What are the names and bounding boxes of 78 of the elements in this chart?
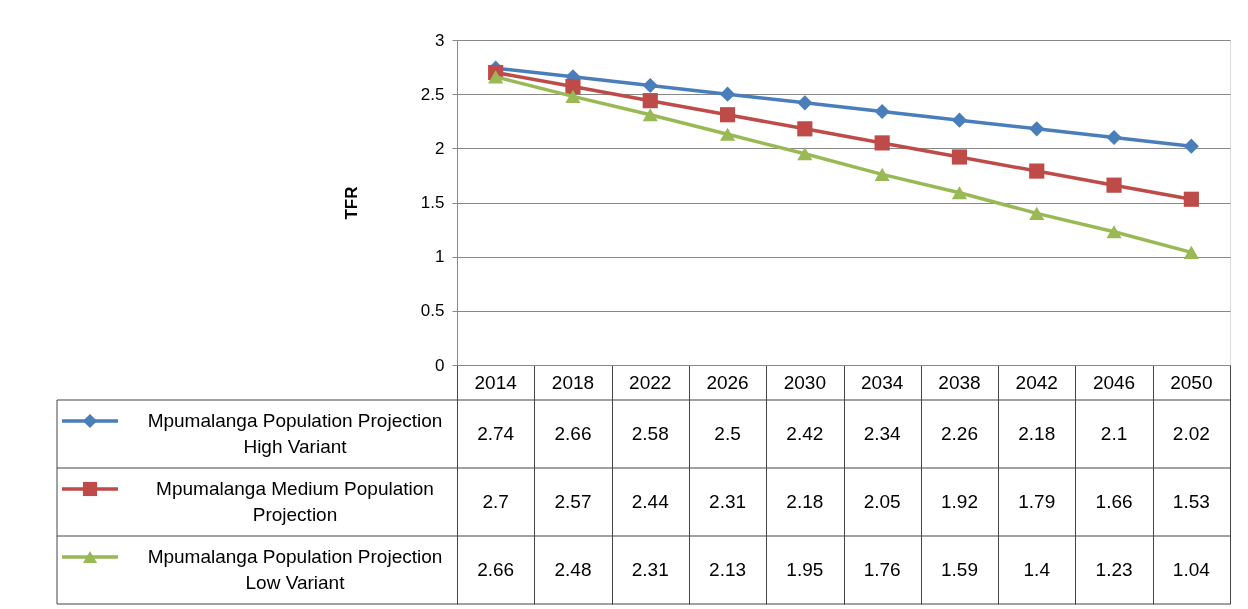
data-label: 1.66 xyxy=(1095,491,1133,512)
data-label: 2.13 xyxy=(709,559,747,580)
data-label: 1.53 xyxy=(1172,491,1210,512)
data-label: 1.4 xyxy=(1023,559,1051,580)
point xyxy=(797,95,813,111)
point xyxy=(642,93,658,109)
point xyxy=(642,77,658,94)
point xyxy=(1029,163,1045,179)
point xyxy=(797,147,813,161)
x-tick-label: 2026 xyxy=(706,372,749,393)
data-label: 2.02 xyxy=(1172,423,1210,444)
y-tick-label: 1.5 xyxy=(420,193,445,212)
y-tick-label: 2 xyxy=(435,138,445,158)
data-label: 2.48 xyxy=(554,559,592,580)
data-label: 2.18 xyxy=(1018,423,1056,444)
data-label: 2.31 xyxy=(709,491,747,512)
x-tick-label: 2018 xyxy=(551,372,595,393)
data-label: 2.58 xyxy=(631,423,669,444)
point xyxy=(951,149,968,165)
data-label: 2.44 xyxy=(631,491,670,512)
x-tick-label: 2030 xyxy=(783,372,826,393)
point xyxy=(1106,129,1122,146)
data-label: 2.66 xyxy=(554,423,592,444)
data-label: 2.7 xyxy=(482,491,509,512)
y-tick-label: 3 xyxy=(435,30,445,50)
y-tick-label: 2.5 xyxy=(420,84,445,104)
data-label: 2.18 xyxy=(786,491,824,512)
point xyxy=(1106,225,1122,239)
x-tick-label: 2042 xyxy=(1015,372,1058,393)
data-label: 2.5 xyxy=(714,423,741,444)
legend-label: Mpumalanga Population Projection High Variant xyxy=(147,410,443,457)
point xyxy=(1183,191,1199,207)
data-label: 2.57 xyxy=(554,491,592,512)
legend-label: Mpumalanga Population Projection Low Variant xyxy=(147,546,443,593)
data-label: 2.1 xyxy=(1100,423,1128,444)
point xyxy=(951,186,968,200)
data-label: 1.95 xyxy=(786,559,824,580)
y-tick-label: 1 xyxy=(435,247,445,267)
data-label: 1.04 xyxy=(1172,559,1211,580)
point xyxy=(797,121,813,137)
point xyxy=(565,79,581,95)
data-label: 2.05 xyxy=(863,491,901,512)
data-label: 1.92 xyxy=(940,491,978,512)
point xyxy=(719,127,736,141)
point xyxy=(1029,206,1045,220)
data-label: 1.59 xyxy=(940,559,978,580)
y-tick-label: 0.5 xyxy=(420,301,445,321)
x-tick-label: 2038 xyxy=(938,372,981,393)
point xyxy=(1029,121,1045,137)
x-tick-label: 2022 xyxy=(629,372,672,393)
data-label: 1.79 xyxy=(1018,491,1056,512)
data-label: 2.42 xyxy=(786,423,824,444)
point xyxy=(1183,138,1199,154)
data-label: 2.34 xyxy=(863,423,902,444)
y-tick-label: 0 xyxy=(435,355,445,375)
point xyxy=(488,70,504,84)
data-label: 1.76 xyxy=(863,559,901,580)
y-axis-title: TFR xyxy=(341,186,361,220)
x-tick-label: 2050 xyxy=(1170,372,1213,393)
point xyxy=(874,167,890,181)
point xyxy=(1183,245,1199,259)
point xyxy=(719,107,736,123)
legend-label: Mpumalanga Medium Population Projection xyxy=(156,478,434,525)
point xyxy=(1106,177,1122,193)
data-label: 2.26 xyxy=(940,423,978,444)
x-tick-label: 2046 xyxy=(1092,372,1136,393)
point xyxy=(565,89,581,103)
point xyxy=(642,108,658,122)
data-label: 2.66 xyxy=(477,559,515,580)
x-tick-label: 2034 xyxy=(861,372,904,393)
point xyxy=(874,103,890,120)
point xyxy=(874,135,890,151)
point xyxy=(719,86,736,102)
data-label: 1.23 xyxy=(1095,559,1133,580)
data-label: 2.31 xyxy=(631,559,669,580)
x-tick-label: 2014 xyxy=(474,372,518,393)
data-label: 2.74 xyxy=(477,423,515,444)
point xyxy=(951,112,968,128)
